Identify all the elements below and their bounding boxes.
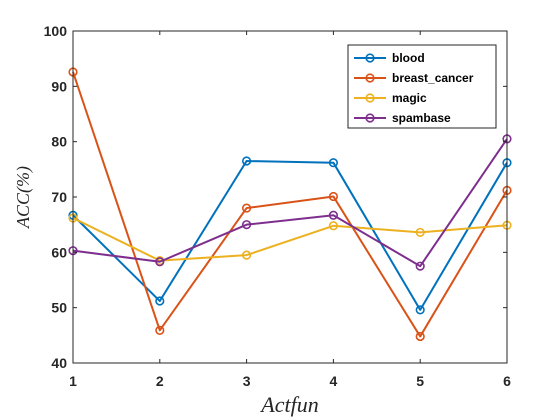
x-tick-label: 1	[69, 373, 77, 389]
legend-box	[347, 44, 497, 129]
x-tick-label: 5	[416, 373, 424, 389]
legend-label: breast_cancer	[392, 71, 474, 85]
legend-item: breast_cancer	[354, 71, 474, 85]
x-tick-label: 6	[503, 373, 511, 389]
x-tick-label: 2	[156, 373, 164, 389]
legend-marker	[365, 93, 375, 103]
legend-label: spambase	[392, 111, 451, 125]
x-tick-label: 3	[243, 373, 251, 389]
legend-item: magic	[354, 91, 427, 105]
series-line	[72, 71, 508, 338]
legend-marker	[365, 113, 375, 123]
legend-marker	[365, 53, 375, 63]
tick-layer: 1 2 3 4 5 6 40 50 60 70 80 90 100	[44, 23, 511, 389]
y-tick-label: 80	[51, 134, 67, 150]
data-point	[155, 296, 165, 306]
data-point	[328, 210, 339, 220]
data-point	[242, 156, 252, 166]
legend-label: magic	[392, 91, 427, 105]
data-point	[415, 305, 425, 315]
y-axis-title: ACC(%)	[13, 166, 34, 229]
legend-marker	[365, 73, 375, 83]
data-point	[328, 158, 339, 168]
y-tick-label: 60	[51, 244, 67, 260]
y-tick-label: 90	[51, 78, 67, 94]
y-tick-label: 50	[51, 300, 67, 316]
y-tick-label: 70	[51, 189, 67, 205]
x-axis-title: Actfun	[259, 392, 318, 417]
data-point	[415, 261, 425, 271]
legend-label: blood	[392, 51, 425, 65]
y-tick-label: 100	[44, 23, 68, 39]
legend-item: spambase	[354, 111, 451, 125]
legend-item: blood	[354, 51, 425, 65]
data-point	[415, 331, 425, 342]
data-point	[328, 221, 339, 231]
data-point	[242, 250, 252, 260]
data-point	[242, 220, 252, 230]
x-tick-label: 4	[330, 373, 338, 389]
data-point	[155, 257, 165, 267]
data-point	[155, 325, 165, 335]
data-point	[242, 203, 252, 213]
series-line	[72, 138, 508, 268]
y-tick-label: 40	[51, 355, 67, 371]
series-line	[72, 217, 508, 262]
data-point	[415, 227, 425, 238]
data-point	[328, 191, 339, 202]
